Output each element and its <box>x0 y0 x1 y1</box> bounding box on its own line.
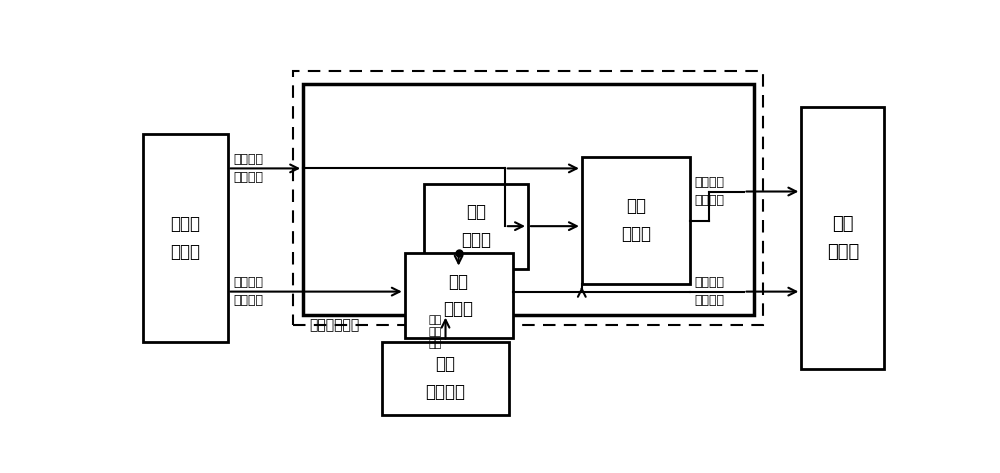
Text: 正弦信号: 正弦信号 <box>694 294 724 307</box>
Bar <box>424 184 528 269</box>
Text: 波二: 波二 <box>428 315 442 325</box>
Text: 旋变
解调器: 旋变 解调器 <box>827 215 859 261</box>
Text: 正向
放大器: 正向 放大器 <box>461 203 491 249</box>
Text: 相角校正: 相角校正 <box>694 176 724 189</box>
Bar <box>303 84 754 315</box>
Bar <box>405 253 513 338</box>
Bar <box>143 134 228 342</box>
Text: 相角校正: 相角校正 <box>694 276 724 289</box>
Bar <box>582 157 690 284</box>
Text: 幅值校正: 幅值校正 <box>234 276 264 289</box>
Bar <box>293 70 763 325</box>
Bar <box>801 107 884 368</box>
Bar <box>382 342 509 415</box>
Text: 幅值校
正单元: 幅值校 正单元 <box>170 215 200 261</box>
Text: 幅次: 幅次 <box>428 327 442 337</box>
Text: 值谐: 值谐 <box>428 339 442 349</box>
Text: 幅值校正: 幅值校正 <box>234 153 264 166</box>
Text: 误差
表征单元: 误差 表征单元 <box>425 355 465 401</box>
Text: 余弦信号: 余弦信号 <box>234 171 264 184</box>
Text: 双向
加法器: 双向 加法器 <box>621 198 651 243</box>
Text: 余弦信号: 余弦信号 <box>694 194 724 207</box>
Text: 电压
跟随器: 电压 跟随器 <box>444 272 474 318</box>
Text: 相角校正单元: 相角校正单元 <box>309 318 359 332</box>
Text: 正弦信号: 正弦信号 <box>234 294 264 307</box>
